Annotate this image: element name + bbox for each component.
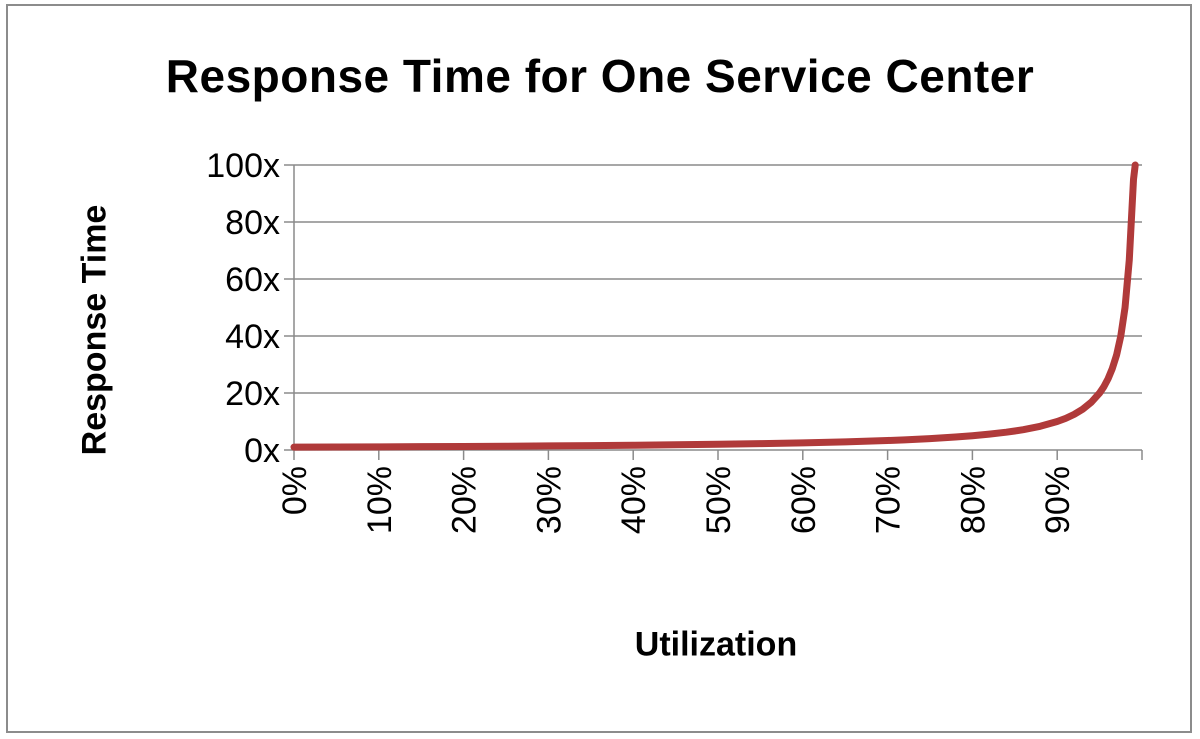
y-tick-label: 100x <box>206 147 280 185</box>
x-axis-label: Utilization <box>634 625 798 664</box>
chart-title: Response Time for One Service Center <box>165 50 1035 102</box>
series-line-0 <box>290 161 1139 451</box>
series-group <box>290 161 1139 451</box>
x-tick-label: 0% <box>276 466 314 515</box>
x-tick-label: 20% <box>446 466 484 534</box>
gridlines <box>294 164 1142 394</box>
y-tick-label: 60x <box>225 261 280 299</box>
chart-frame <box>6 4 1192 733</box>
x-tick-label: 60% <box>785 466 823 534</box>
x-tick-label: 90% <box>1039 466 1077 534</box>
x-tick-label: 30% <box>530 466 568 534</box>
x-tick-label: 70% <box>870 466 908 534</box>
x-tick-label: 10% <box>361 466 399 534</box>
y-tick-label: 0x <box>244 432 280 470</box>
y-tick-label: 40x <box>225 318 280 356</box>
y-tick-labels: 0x 20x 40x 60x 80x 100x <box>206 147 280 470</box>
y-tick-label: 20x <box>225 375 280 413</box>
x-tick-labels: 0% 10% 20% 30% 40% 50% 60% 70% 80% 90% <box>276 466 1077 534</box>
x-tick-label: 80% <box>954 466 992 534</box>
axes <box>284 164 1143 460</box>
x-tick-label: 50% <box>700 466 738 534</box>
x-tick-label: 40% <box>615 466 653 534</box>
y-tick-label: 80x <box>225 204 280 242</box>
